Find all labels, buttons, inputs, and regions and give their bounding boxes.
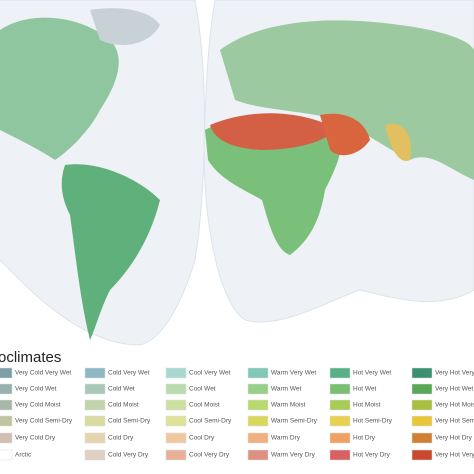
- legend-label: Cool Moist: [189, 402, 220, 409]
- legend-label: Cool Very Dry: [189, 452, 230, 459]
- legend-label: Arctic: [15, 452, 32, 459]
- legend-label: Very Cold Dry: [15, 435, 56, 442]
- arabia: [320, 113, 370, 156]
- legend-swatch: [84, 399, 106, 411]
- legend-swatch: [329, 383, 351, 395]
- legend-label: Hot Dry: [353, 435, 376, 442]
- legend-swatch: [247, 367, 269, 379]
- legend-label: Warm Moist: [271, 402, 306, 409]
- legend-label: Warm Dry: [271, 435, 301, 442]
- legend-swatch: [165, 415, 187, 427]
- legend-swatch: [0, 399, 13, 411]
- legend-swatch: [165, 399, 187, 411]
- legend-label: Cold Very Wet: [108, 370, 150, 377]
- legend-label: Hot Semi-Dry: [353, 418, 393, 425]
- legend-label: Cool Wet: [189, 386, 216, 393]
- legend-label: Very Cold Moist: [15, 402, 61, 409]
- legend-swatch: [0, 383, 13, 395]
- legend-swatch: [84, 383, 106, 395]
- legend-label: Hot Moist: [353, 402, 381, 409]
- legend-swatch: [329, 399, 351, 411]
- legend-label: Warm Semi-Dry: [271, 418, 318, 425]
- legend-label: Cold Moist: [108, 402, 139, 409]
- legend-label: Very Cold Very Wet: [15, 370, 71, 377]
- legend-swatch: [411, 399, 433, 411]
- legend-label: Cool Semi-Dry: [189, 418, 232, 425]
- legend-swatch: [84, 432, 106, 444]
- legend-swatch: [165, 367, 187, 379]
- legend-label: Very Hot Wet: [435, 386, 473, 393]
- legend-label: Hot Very Dry: [353, 452, 391, 459]
- legend-label: Very Cold Semi-Dry: [15, 418, 73, 425]
- legend-swatch: [0, 415, 13, 427]
- legend-swatch: [247, 415, 269, 427]
- legend-swatch: [329, 432, 351, 444]
- legend-swatch: [247, 432, 269, 444]
- legend-label: Very Hot Moist: [435, 402, 474, 409]
- legend-label: Hot Very Wet: [353, 370, 391, 377]
- legend-swatch: [0, 367, 13, 379]
- legend-label: Very Hot Semi-Dry: [435, 418, 474, 425]
- legend-swatch: [84, 415, 106, 427]
- legend-swatch: [165, 432, 187, 444]
- legend-label: Cool Very Wet: [189, 370, 231, 377]
- legend-label: Cold Semi-Dry: [108, 418, 151, 425]
- legend-swatch: [84, 449, 106, 461]
- legend-label: Cool Dry: [189, 435, 215, 442]
- legend-swatch: [0, 432, 13, 444]
- legend-label: Cold Wet: [108, 386, 135, 393]
- legend-label: Cold Dry: [108, 435, 134, 442]
- legend-swatch: [165, 383, 187, 395]
- legend-swatch: [411, 383, 433, 395]
- legend-swatch: [411, 449, 433, 461]
- legend-swatch: [329, 449, 351, 461]
- legend: Very Cold Very Wet Very Cold Wet Very Cold…: [0, 367, 474, 461]
- north-america: [0, 17, 119, 160]
- legend-label: Very Hot Very Dry: [435, 452, 474, 459]
- south-america: [61, 164, 160, 340]
- legend-swatch: [411, 432, 433, 444]
- legend-label: Very Hot Very Wet: [435, 370, 474, 377]
- africa: [205, 115, 342, 255]
- legend-swatch: [0, 449, 13, 461]
- legend-label: Very Hot Dry: [435, 435, 473, 442]
- legend-title: oclimates: [0, 349, 61, 366]
- legend-swatch: [165, 449, 187, 461]
- legend-label: Warm Very Dry: [271, 452, 316, 459]
- legend-label: Cold Very Dry: [108, 452, 149, 459]
- legend-swatch: [329, 367, 351, 379]
- legend-swatch: [247, 383, 269, 395]
- legend-swatch: [247, 399, 269, 411]
- legend-swatch: [411, 367, 433, 379]
- legend-swatch: [329, 415, 351, 427]
- legend-label: Hot Wet: [353, 386, 377, 393]
- legend-label: Warm Wet: [271, 386, 302, 393]
- legend-swatch: [247, 449, 269, 461]
- sahara: [210, 113, 335, 150]
- legend-swatch: [84, 367, 106, 379]
- legend-swatch: [411, 415, 433, 427]
- greenland: [90, 8, 160, 45]
- legend-label: Very Cold Wet: [15, 386, 57, 393]
- legend-label: Warm Very Wet: [271, 370, 316, 377]
- map: [0, 0, 474, 346]
- india: [385, 123, 411, 161]
- eurasia: [220, 20, 474, 181]
